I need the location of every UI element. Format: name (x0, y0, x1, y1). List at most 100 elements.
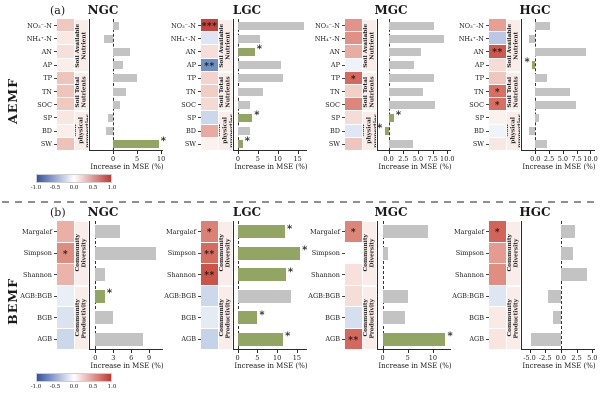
y-label-row: SOC (168, 98, 201, 111)
heatmap-strip: * (345, 19, 362, 151)
group-label: Community Productivity (506, 297, 520, 338)
y-tick (198, 104, 201, 106)
heat-cell (201, 124, 218, 138)
bar (535, 74, 547, 83)
group-cell: Soil physical properties (362, 111, 377, 151)
x-tick (592, 350, 594, 353)
x-tick-label: 2.5 (398, 155, 409, 163)
x-tick (382, 350, 384, 353)
y-label: AP (186, 61, 196, 70)
y-tick (486, 130, 489, 132)
heat-cell (489, 58, 506, 72)
colorbar-tick-label: 0.0 (69, 185, 79, 191)
y-label: TN (41, 87, 52, 96)
y-label: Shannon (455, 270, 484, 279)
y-tick (54, 51, 57, 53)
y-label-row: SOC (24, 98, 57, 111)
x-tick-label: -2.5 (538, 354, 552, 362)
colorbar-tick-label: 0.5 (88, 384, 98, 390)
heat-cell (201, 328, 218, 350)
y-label-row: Shannon (311, 264, 345, 286)
y-label: Shannon (311, 270, 340, 279)
y-label-row: TP (168, 72, 201, 85)
y-label-row: AGB:BGB (308, 286, 345, 308)
colorbar-gradient (36, 373, 112, 382)
panel-body: Margalef Simpson Shannon AGB:BGB BGB AGB * Comm… (452, 221, 596, 350)
bar (237, 21, 304, 30)
x-tick (113, 350, 115, 353)
group-label: Community Productivity (74, 297, 88, 338)
significance-stars: * (494, 88, 501, 99)
x-tick-label: 10 (428, 354, 437, 362)
y-label-row: AGB (24, 329, 57, 351)
panel-aemf-mgc: MGC NO₃⁻-N NH₄⁺-N AN AP TP TN SOC SP BD SW * Soil Av… (310, 3, 455, 198)
group-label: Community Diversity (362, 234, 376, 272)
y-label-row: SW (456, 138, 489, 151)
x-tick (562, 151, 564, 154)
bar-plot: * * (377, 19, 451, 151)
y-tick (54, 64, 57, 66)
heat-cell: *** (201, 19, 218, 33)
y-label-row: SW (312, 138, 345, 151)
panel-body: Margalef Simpson Shannon AGB:BGB BGB AGB * ** Co… (308, 221, 453, 350)
y-tick (342, 143, 345, 145)
bar (237, 114, 253, 122)
bar (237, 74, 283, 83)
y-label: NH₄⁺-N (170, 34, 196, 43)
y-label: AGB (181, 335, 196, 344)
y-tick (198, 295, 201, 297)
bar-plot: * (521, 19, 595, 151)
heat-cell (345, 111, 362, 125)
y-label-row: Margalef (310, 221, 345, 243)
colorbar-tick-label: 0.5 (88, 185, 98, 191)
y-label: SP (43, 113, 52, 122)
heat-cell (345, 98, 362, 112)
group-strip: Soil Available Nutrient Soil Total Nutrie… (362, 19, 377, 151)
x-tick-label: 5 (135, 155, 140, 163)
group-label: Community Diversity (506, 234, 520, 272)
x-tick (590, 151, 592, 154)
group-cell: Community Diversity (74, 221, 89, 286)
significance-star: * (254, 110, 260, 121)
colorbar-tick-label: 1.0 (107, 384, 117, 390)
y-label-row: Shannon (167, 264, 201, 286)
colorbar-tick-label: -1.0 (30, 384, 42, 390)
y-label: AP (42, 61, 52, 70)
panel-body: NO₃⁻-N NH₄⁺-N AN AP TP TN SOC SP BD SW ** * * Soil Av… (456, 19, 596, 151)
zero-line (560, 221, 562, 349)
x-tick (113, 151, 115, 154)
panel-letter: (b) (50, 206, 66, 219)
heat-cell (345, 264, 362, 286)
y-tick (342, 38, 345, 40)
x-tick-label: 7.5 (571, 155, 582, 163)
y-label-row: Simpson (168, 243, 201, 265)
significance-star: * (302, 245, 308, 257)
y-tick (342, 295, 345, 297)
significance-star: * (244, 136, 250, 148)
bar (237, 246, 301, 260)
x-axis-title: Increase in MSE (%) (90, 362, 164, 370)
group-cell: Community Productivity (218, 285, 233, 350)
y-tick (198, 117, 201, 119)
heat-cell: ** (201, 58, 218, 72)
x-tick-label: 6 (129, 354, 134, 362)
y-label-row: SOC (456, 98, 489, 111)
significance-star: * (259, 309, 265, 321)
y-label-row: AGB:BGB (164, 286, 201, 308)
x-tick-label: 10.0 (440, 155, 455, 163)
significance-star: * (447, 331, 453, 343)
y-tick (198, 317, 201, 319)
heat-cell: ** (489, 45, 506, 59)
y-tick (342, 91, 345, 93)
y-label: Margalef (453, 227, 484, 236)
y-tick (54, 295, 57, 297)
group-label: Soil Available Nutrient (506, 23, 520, 68)
panel-body: Margalef Simpson Shannon AGB:BGB BGB AGB * ** **… (164, 221, 308, 350)
bar (113, 61, 123, 70)
y-label: AGB:BGB (20, 292, 52, 301)
x-tick-label: 0.0 (383, 155, 394, 163)
y-label-row: NO₃⁻-N (24, 19, 57, 32)
y-label-row: TN (456, 85, 489, 98)
heat-cell (57, 84, 74, 99)
y-label: NH₄⁺-N (26, 34, 52, 43)
